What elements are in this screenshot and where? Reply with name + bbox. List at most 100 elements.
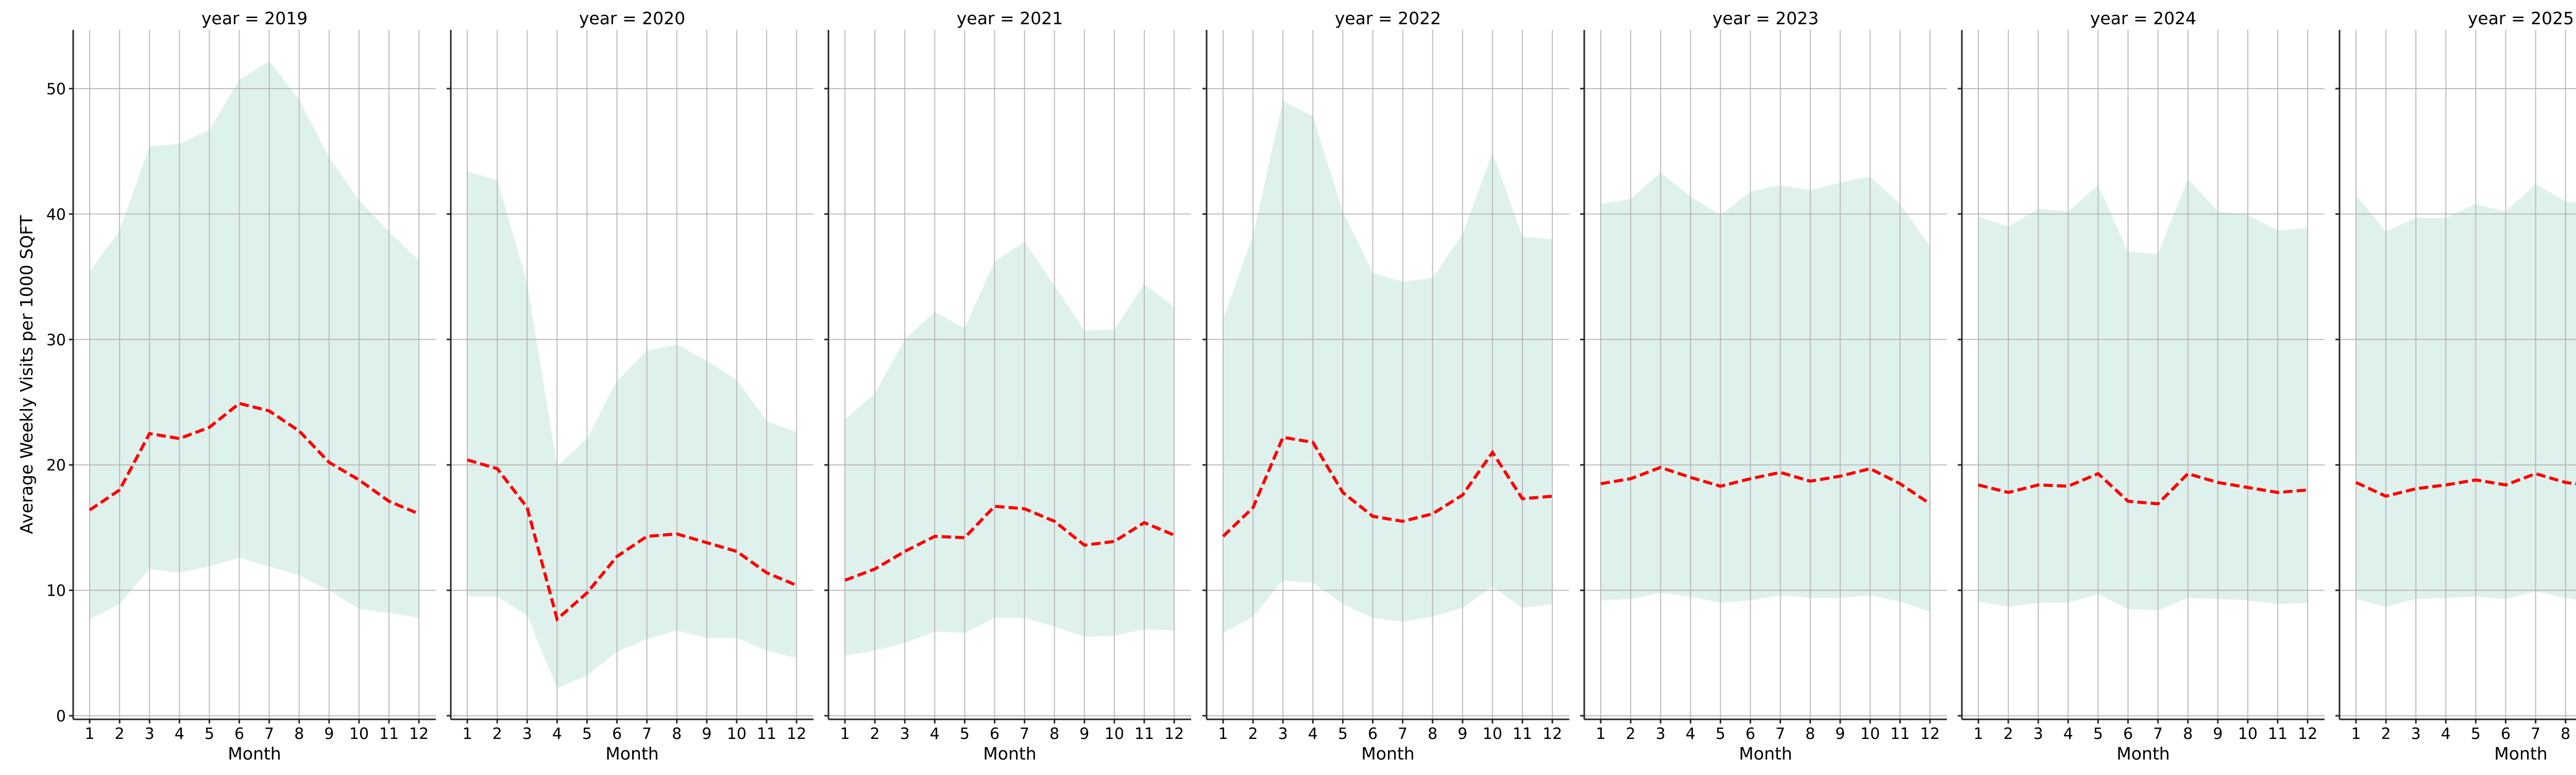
x-tick-label: 3: [900, 725, 910, 743]
x-tick-label: 7: [642, 725, 652, 743]
x-tick-label: 5: [2471, 725, 2481, 743]
x-axis-label: Month: [2494, 744, 2547, 764]
x-tick-label: 11: [1513, 725, 1532, 743]
x-tick-label: 7: [2531, 725, 2540, 743]
x-tick-label: 3: [1656, 725, 1666, 743]
x-axis-label: Month: [983, 744, 1036, 764]
x-tick-label: 9: [1079, 725, 1089, 743]
median-line: [1600, 465, 1931, 506]
x-tick-label: 9: [702, 725, 711, 743]
x-tick-label: 10: [1860, 725, 1880, 743]
x-tick-label: 6: [234, 725, 244, 743]
x-tick-label: 1: [1973, 725, 1983, 743]
x-tick-label: 1: [462, 725, 472, 743]
x-tick-label: 2: [1248, 725, 1258, 743]
panel-title: year = 2019: [201, 8, 308, 28]
x-tick-label: 12: [409, 725, 429, 743]
x-axis-label: Month: [1739, 744, 1792, 764]
x-tick-label: 6: [990, 725, 999, 743]
x-tick-label: 4: [1686, 725, 1696, 743]
x-axis-label: Month: [228, 744, 281, 764]
x-tick-label: 5: [582, 725, 592, 743]
x-tick-label: 3: [2033, 725, 2043, 743]
median-line: [89, 401, 420, 515]
x-tick-label: 12: [787, 725, 806, 743]
x-tick-label: 5: [1716, 725, 1725, 743]
y-tick-label: 50: [46, 80, 66, 98]
x-tick-label: 12: [1920, 725, 1940, 743]
x-axis-label: Month: [605, 744, 658, 764]
x-tick-label: 2: [1626, 725, 1636, 743]
x-tick-label: 8: [1805, 725, 1815, 743]
x-tick-label: 12: [1164, 725, 1184, 743]
iqr-band: [467, 171, 797, 688]
x-axis-label: Month: [1361, 744, 1414, 764]
x-tick-label: 6: [1745, 725, 1755, 743]
x-tick-label: 9: [2213, 725, 2223, 743]
x-tick-label: 10: [1105, 725, 1124, 743]
x-tick-label: 8: [1049, 725, 1059, 743]
x-tick-label: 7: [1775, 725, 1785, 743]
y-tick-label: 10: [46, 582, 66, 600]
x-tick-label: 9: [324, 725, 334, 743]
iqr-band: [1978, 179, 2308, 611]
x-tick-label: 10: [727, 725, 747, 743]
x-tick-label: 10: [2238, 725, 2258, 743]
x-tick-label: 8: [2561, 725, 2570, 743]
x-tick-label: 3: [2411, 725, 2421, 743]
y-tick-label: 40: [46, 206, 66, 224]
x-tick-label: 8: [294, 725, 304, 743]
x-tick-label: 2: [115, 725, 125, 743]
x-tick-label: 11: [379, 725, 399, 743]
x-tick-label: 5: [2093, 725, 2103, 743]
x-tick-label: 6: [2123, 725, 2133, 743]
x-tick-label: 12: [1543, 725, 1562, 743]
x-tick-label: 3: [145, 725, 155, 743]
x-tick-label: 2: [2004, 725, 2013, 743]
x-tick-label: 6: [612, 725, 622, 743]
x-tick-label: 5: [205, 725, 214, 743]
x-tick-label: 1: [840, 725, 850, 743]
x-tick-label: 7: [1020, 725, 1029, 743]
x-tick-label: 4: [1308, 725, 1318, 743]
x-tick-label: 5: [1338, 725, 1348, 743]
iqr-band: [1601, 173, 1930, 612]
x-tick-label: 7: [2153, 725, 2163, 743]
x-tick-label: 11: [757, 725, 776, 743]
x-tick-label: 8: [672, 725, 682, 743]
x-tick-label: 6: [1368, 725, 1378, 743]
x-tick-label: 2: [493, 725, 502, 743]
x-axis-label: Month: [2116, 744, 2170, 764]
x-tick-label: 1: [1218, 725, 1228, 743]
x-tick-label: 5: [960, 725, 970, 743]
y-tick-label: 20: [46, 457, 66, 475]
x-tick-label: 4: [930, 725, 940, 743]
median-line: [844, 504, 1175, 582]
x-tick-label: 8: [2183, 725, 2193, 743]
x-tick-label: 12: [2298, 725, 2317, 743]
x-tick-label: 11: [2268, 725, 2287, 743]
x-tick-label: 7: [1398, 725, 1408, 743]
x-tick-label: 7: [264, 725, 274, 743]
iqr-band: [2356, 184, 2576, 607]
x-tick-label: 1: [1596, 725, 1605, 743]
panel-title: year = 2022: [1335, 8, 1441, 28]
x-tick-label: 1: [84, 725, 94, 743]
panel-title: year = 2024: [2090, 8, 2196, 28]
x-tick-label: 8: [1428, 725, 1437, 743]
x-tick-label: 4: [552, 725, 562, 743]
iqr-band: [1223, 101, 1553, 633]
x-tick-label: 4: [175, 725, 184, 743]
x-tick-label: 6: [2501, 725, 2511, 743]
x-tick-label: 11: [1134, 725, 1154, 743]
y-tick-label: 0: [56, 707, 66, 726]
